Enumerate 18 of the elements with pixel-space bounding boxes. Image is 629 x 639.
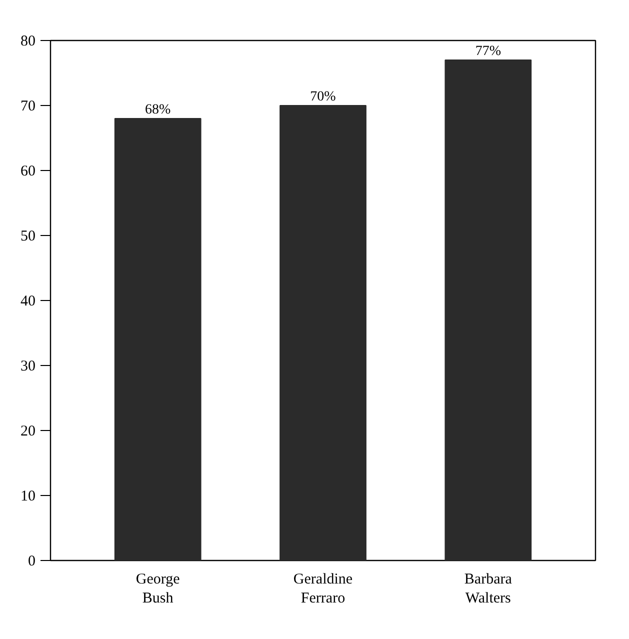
y-tick-label: 20: [20, 424, 36, 440]
y-tick-label: 30: [20, 358, 36, 374]
bar: [280, 105, 366, 560]
y-tick-label: 60: [20, 164, 36, 180]
bar: [444, 60, 532, 560]
y-tick-label: 50: [20, 228, 36, 244]
y-tick-label: 80: [20, 34, 36, 50]
data-label: 68%: [145, 102, 172, 118]
x-tick-label: George Bush: [136, 572, 180, 607]
data-label: 77%: [475, 44, 502, 59]
y-tick-label: 0: [28, 554, 36, 570]
bar: [114, 118, 202, 560]
x-tick-label: Barbara Walters: [464, 572, 512, 607]
x-tick-label: Geraldine Ferraro: [293, 572, 353, 607]
y-tick-label: 70: [20, 98, 36, 114]
y-tick-label: 10: [20, 488, 36, 504]
data-label: 70%: [310, 90, 336, 104]
y-tick-label: 40: [20, 294, 36, 310]
